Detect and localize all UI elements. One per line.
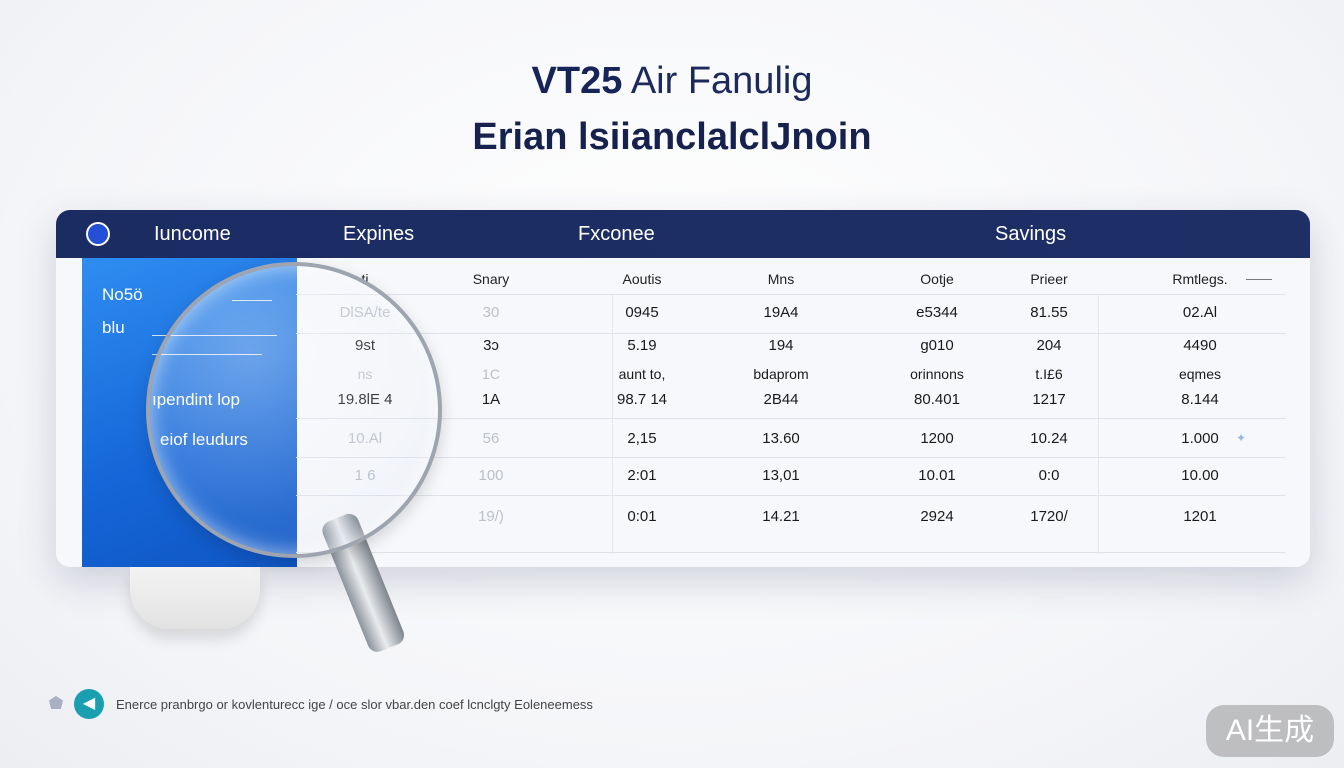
page-subtitle: Erian lsiianclalclJnoin [472,116,872,158]
table-cell: 0945 [625,304,659,321]
table-cell: 194 [768,337,794,354]
table-cell: 10.01 [918,467,956,484]
column-header[interactable]: Mns [767,271,795,287]
table-cell: 1A [481,391,501,408]
table-cell: ɡ010 [920,337,954,354]
panel-item[interactable]: eiof leudurs [160,430,248,449]
column-header[interactable]: Ootje [920,271,954,287]
row-divider [296,294,1286,295]
table-cell: bdaprom [753,366,809,382]
row-divider [296,418,1286,419]
table-cell: 1.000 [1181,430,1219,447]
footer-text: Enerce pranbrgo or kovlenturecc ige / oc… [116,697,593,712]
table-cell: 2,15 [627,430,657,447]
column-header[interactable]: Snary [472,271,510,287]
table-cell: aunt to, [618,366,666,382]
table-cell: 1217 [1032,391,1066,408]
star-icon: ✦ [1236,431,1247,445]
table-cell: 1200 [920,430,954,447]
table-cell: 8.144 [1181,391,1219,408]
minus-icon [1246,279,1272,280]
panel-item[interactable]: blu [102,318,125,337]
column-divider [1098,294,1099,554]
app-title: VT25 Air Fanulig [0,60,1344,103]
table-cell: 19A4 [763,304,799,321]
table-cell: 56 [482,430,500,447]
table-cell: 0:0 [1038,467,1060,484]
table-cell: 81.55 [1030,304,1068,321]
table-cell: orinnons [910,366,964,382]
column-divider [612,294,613,554]
table-cell: 4490 [1183,337,1217,354]
header-bar: Iuncome Expines Fxconee Savings [56,210,1310,258]
table-cell: 10.00 [1181,467,1219,484]
tab-fxconee[interactable]: Fxconee [578,223,655,245]
table-cell: 1720/ [1030,508,1068,525]
table-cell: 1201 [1183,508,1217,525]
column-header[interactable]: ti [361,271,369,287]
table-cell: 204 [1036,337,1062,354]
table-cell: 2:01 [627,467,657,484]
table-cell: 13.60 [762,430,800,447]
row-divider [296,495,1286,496]
table-cell: eqmes [1178,366,1222,382]
table-cell: t.I£6 [1035,366,1063,382]
back-button[interactable]: ◀ [74,689,104,719]
table-cell: 1C [482,366,500,382]
ai-badge: AI生成 [1206,705,1334,757]
table-cell: 100 [478,467,504,484]
gem-icon [49,696,63,709]
app-icon [86,222,110,246]
panel-item[interactable]: ıpendint lop [152,390,240,409]
table-cell: 2B44 [763,391,799,408]
table-cell: 3ɔ [483,337,499,354]
column-header[interactable]: Rmtlegs. [1172,271,1228,287]
tab-expenses[interactable]: Expines [343,223,415,245]
table-cell: 2924 [920,508,954,525]
table-cell: 5.19 [627,337,657,354]
row-divider [296,333,1286,334]
tab-income[interactable]: Iuncome [154,223,231,245]
table-cell: 80.401 [914,391,960,408]
table-cell: 19/) [478,508,504,525]
table-cell: 13,01 [762,467,800,484]
table-cell: 14.21 [762,508,800,525]
table-cell: 0:01 [627,508,657,525]
table-cell: 10.24 [1030,430,1068,447]
column-header[interactable]: Aoutis [622,271,662,287]
magnifier-icon [146,262,442,558]
stand-shadow [130,567,260,629]
tab-savings[interactable]: Savings [995,223,1067,245]
panel-item[interactable]: Nо5ö [102,285,143,304]
column-header[interactable]: Prieer [1030,271,1068,287]
table-cell: 02.Al [1182,304,1218,321]
title-text: Air Fanulig [630,60,813,102]
logo: VT25 [531,60,623,102]
table-cell: 30 [482,304,500,321]
table-cell: 98.7 14 [616,391,668,408]
row-divider [296,457,1286,458]
table-cell: e5344 [916,304,958,321]
row-divider [296,552,1286,553]
